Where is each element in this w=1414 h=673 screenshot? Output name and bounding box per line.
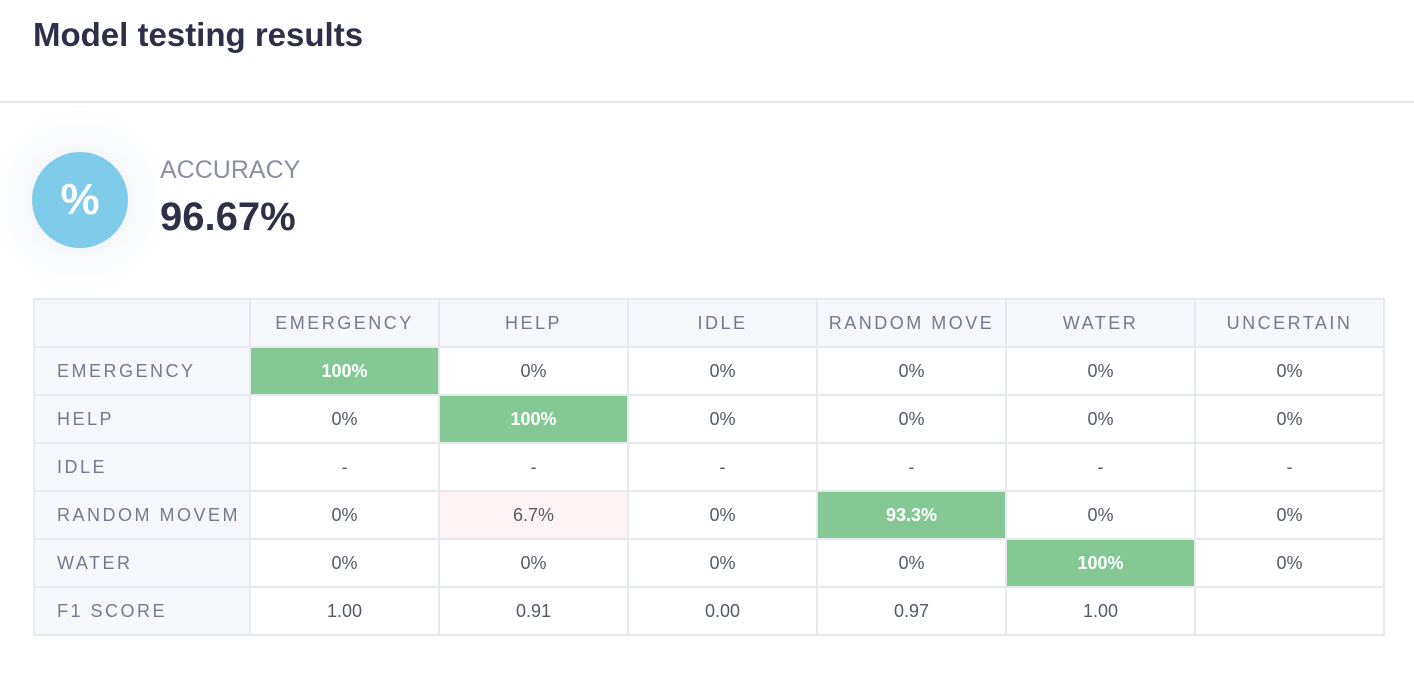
- table-row: EMERGENCY 100% 0% 0% 0% 0% 0%: [33, 346, 1385, 396]
- table-row: F1 SCORE 1.00 0.91 0.00 0.97 1.00: [33, 586, 1385, 636]
- row-header: HELP: [33, 394, 251, 444]
- column-header: WATER: [1005, 298, 1196, 348]
- table-cell: -: [249, 442, 440, 492]
- accuracy-icon: %: [32, 152, 128, 248]
- table-row: WATER 0% 0% 0% 0% 100% 0%: [33, 538, 1385, 588]
- table-cell: 0%: [249, 394, 440, 444]
- table-cell: 0%: [1194, 538, 1385, 588]
- table-row: HELP 0% 100% 0% 0% 0% 0%: [33, 394, 1385, 444]
- table-cell: 0%: [1194, 346, 1385, 396]
- table-cell: 0.00: [627, 586, 818, 636]
- column-header: EMERGENCY: [249, 298, 440, 348]
- table-cell: 0%: [438, 538, 629, 588]
- table-cell: 93.3%: [816, 490, 1007, 540]
- table-cell: 100%: [249, 346, 440, 396]
- table-cell: 0%: [627, 346, 818, 396]
- table-cell: 0%: [1005, 490, 1196, 540]
- table-cell: 0.91: [438, 586, 629, 636]
- header-row: EMERGENCY HELP IDLE RANDOM MOVE WATER UNCERTA…: [33, 298, 1385, 348]
- column-header: UNCERTAIN: [1194, 298, 1385, 348]
- table-cell: -: [1194, 442, 1385, 492]
- table-cell: 0%: [627, 394, 818, 444]
- table-cell: 0%: [249, 538, 440, 588]
- table-cell: -: [627, 442, 818, 492]
- confusion-matrix: EMERGENCY HELP IDLE RANDOM MOVE WATER UNCERTA…: [33, 298, 1385, 636]
- table-cell: [1194, 586, 1385, 636]
- row-header: EMERGENCY: [33, 346, 251, 396]
- table-cell: 6.7%: [438, 490, 629, 540]
- table-cell: 0%: [627, 490, 818, 540]
- table-cell: 1.00: [249, 586, 440, 636]
- row-header: RANDOM MOVEM: [33, 490, 251, 540]
- row-header: WATER: [33, 538, 251, 588]
- table-cell: 0%: [1005, 346, 1196, 396]
- table-cell: -: [1005, 442, 1196, 492]
- table-cell: 0%: [1194, 394, 1385, 444]
- table-cell: 0%: [816, 538, 1007, 588]
- divider: [0, 101, 1414, 103]
- table-cell: 0%: [627, 538, 818, 588]
- accuracy-label: ACCURACY: [160, 156, 301, 184]
- row-header: IDLE: [33, 442, 251, 492]
- corner-cell: [33, 298, 251, 348]
- table-row: IDLE - - - - - -: [33, 442, 1385, 492]
- column-header: HELP: [438, 298, 629, 348]
- column-header: RANDOM MOVE: [816, 298, 1007, 348]
- table-cell: 0%: [816, 394, 1007, 444]
- row-header: F1 SCORE: [33, 586, 251, 636]
- table-cell: 0%: [249, 490, 440, 540]
- table-cell: 0%: [438, 346, 629, 396]
- table-cell: 1.00: [1005, 586, 1196, 636]
- accuracy-value: 96.67%: [160, 195, 296, 239]
- table-cell: -: [816, 442, 1007, 492]
- table-cell: 0%: [1194, 490, 1385, 540]
- table-cell: -: [438, 442, 629, 492]
- column-header: IDLE: [627, 298, 818, 348]
- table-row: RANDOM MOVEM 0% 6.7% 0% 93.3% 0% 0%: [33, 490, 1385, 540]
- table-cell: 0.97: [816, 586, 1007, 636]
- table-cell: 100%: [438, 394, 629, 444]
- table-cell: 100%: [1005, 538, 1196, 588]
- table-cell: 0%: [1005, 394, 1196, 444]
- page-title: Model testing results: [33, 16, 364, 53]
- table-cell: 0%: [816, 346, 1007, 396]
